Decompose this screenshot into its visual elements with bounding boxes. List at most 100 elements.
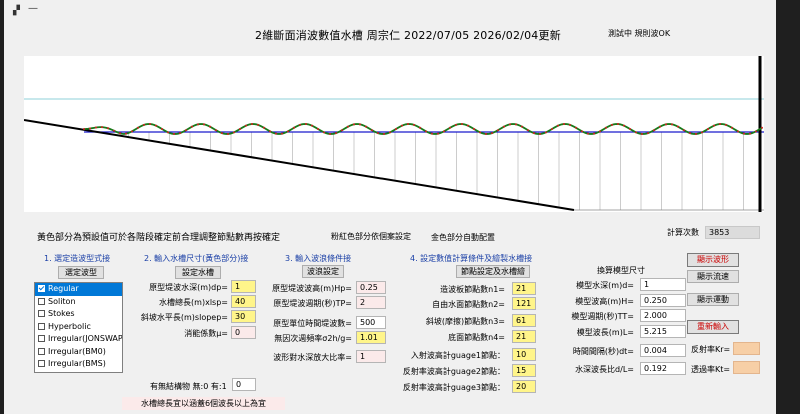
wave-node-marker (515, 123, 517, 126)
checkbox-icon[interactable] (38, 360, 45, 367)
wave-node-marker (725, 123, 727, 126)
node-settings-button[interactable]: 節點設定及水槽繪 (456, 265, 530, 278)
wave-node-marker (413, 123, 415, 126)
select-wave-type-button[interactable]: 選定波型 (58, 266, 104, 279)
slope-nodes-field[interactable]: 61 (512, 314, 536, 327)
checkbox-icon[interactable] (38, 347, 45, 355)
wave-type-option[interactable]: Irregular(JONSWAP) (35, 333, 122, 346)
slope-line (24, 119, 575, 211)
time-step-field[interactable]: 0.004 (640, 344, 686, 357)
wave-type-option-label: Irregular(BMS) (48, 359, 106, 368)
free-surface-nodes-field[interactable]: 121 (512, 297, 536, 310)
wave-node-marker (305, 123, 307, 126)
wave-settings-button[interactable]: 波浪設定 (302, 265, 344, 278)
model-depth-field[interactable]: 1 (640, 278, 686, 291)
wave-node-marker (647, 132, 649, 135)
wave-type-option[interactable]: Stokes (35, 308, 122, 321)
wave-height-field[interactable]: 0.25 (356, 281, 386, 294)
gauge1-node-field[interactable]: 10 (512, 348, 536, 361)
wave-node-marker (185, 129, 187, 132)
wave-type-option-label: Regular (48, 284, 79, 293)
amplification-ratio-label: 波形對水深放大比率= (273, 353, 352, 362)
wave-node-marker (539, 132, 541, 135)
wave-node-marker (245, 124, 247, 127)
model-height-field[interactable]: 0.250 (640, 294, 686, 307)
waves-per-unit-time-field[interactable]: 500 (356, 316, 386, 329)
show-wave-button[interactable]: 顯示波形 (687, 253, 739, 267)
depth-wavelength-ratio-field[interactable]: 0.192 (640, 362, 686, 375)
free-surface-nodes-label: 自由水面節點數n2= (432, 300, 505, 309)
wave-node-marker (275, 132, 277, 135)
wave-node-marker (371, 129, 373, 132)
wave-node-marker (653, 129, 655, 132)
wave-node-marker (149, 123, 151, 126)
wave-period-field[interactable]: 2 (356, 296, 386, 309)
wave-node-marker (311, 124, 313, 127)
wave-node-marker (749, 132, 751, 135)
wave-type-option[interactable]: Regular (35, 283, 122, 296)
checkbox-icon[interactable] (38, 297, 45, 305)
wave-type-option[interactable]: Irregular(BMS) (35, 358, 122, 371)
wave-node-marker (347, 125, 349, 128)
wave-height-label: 原型堤波波高(m)Hp= (272, 284, 352, 293)
wave-node-marker (557, 124, 559, 127)
wave-type-option[interactable]: Irregular(BM0) (35, 346, 122, 359)
wave-node-marker (437, 132, 439, 135)
wave-type-list[interactable]: Regular Soliton Stokes Hyperbolic Irregular(… (34, 282, 123, 373)
show-motion-button[interactable]: 顯示運動 (687, 293, 739, 306)
wave-type-option[interactable]: Soliton (35, 296, 122, 309)
model-wavelength-field[interactable]: 5.215 (640, 325, 686, 338)
bottom-nodes-field[interactable]: 21 (512, 330, 536, 343)
wave-node-marker (263, 126, 265, 129)
checkbox-icon[interactable] (38, 322, 45, 330)
wave-node-marker (569, 123, 571, 126)
damping-coef-field[interactable]: 0 (231, 326, 256, 339)
wave-node-marker (623, 124, 625, 127)
wave-node-marker (353, 123, 355, 126)
wave-node-marker (527, 129, 529, 132)
wavemaker-nodes-field[interactable]: 21 (512, 282, 536, 295)
wave-node-marker (113, 129, 115, 132)
checkbox-checked-icon[interactable] (38, 285, 45, 292)
minimize-icon[interactable]: — (28, 3, 38, 14)
amplification-ratio-field[interactable]: 1 (356, 350, 386, 363)
wave-node-marker (257, 123, 259, 126)
wave-node-marker (503, 125, 505, 128)
slope-length-field[interactable]: 30 (231, 310, 256, 323)
wave-node-marker (155, 124, 157, 127)
gauge2-node-field[interactable]: 15 (512, 364, 536, 377)
restore-icon[interactable]: ▞ (13, 6, 20, 16)
structure-field[interactable]: 0 (232, 378, 256, 391)
model-period-field[interactable]: 2.000 (640, 309, 686, 322)
wave-node-marker (659, 125, 661, 128)
wave-node-marker (365, 125, 367, 128)
dimensionless-frequency-field[interactable]: 1.01 (356, 331, 386, 344)
checkbox-icon[interactable] (38, 310, 45, 317)
bottom-nodes-label: 底面節點數n4= (448, 333, 505, 342)
slope-nodes-label: 斜坡(摩擦)節點數n3= (425, 317, 505, 326)
checkbox-icon[interactable] (38, 335, 45, 342)
calc-count-label: 計算次數 (667, 228, 699, 237)
tank-length-field[interactable]: 40 (231, 295, 256, 308)
wave-node-marker (635, 131, 637, 134)
wave-node-marker (737, 130, 739, 133)
wave-node-marker (593, 132, 595, 135)
wave-type-option-label: Stokes (48, 309, 75, 318)
depth-wavelength-ratio-label: 水深波長比d/L= (575, 365, 634, 374)
set-tank-button[interactable]: 設定水槽 (175, 266, 221, 279)
wave-node-marker (701, 131, 703, 134)
wave-type-option[interactable]: Hyperbolic (35, 321, 122, 334)
show-flow-button[interactable]: 顯示流速 (687, 270, 739, 283)
wave-node-marker (407, 123, 409, 126)
wave-node-marker (533, 132, 535, 135)
gauge3-node-field[interactable]: 20 (512, 380, 536, 393)
wave-node-marker (239, 128, 241, 130)
wave-node-marker (137, 126, 139, 129)
window-left-edge (0, 0, 4, 414)
water-depth-field[interactable]: 1 (231, 280, 256, 293)
reinput-button[interactable]: 重新輸入 (687, 320, 739, 334)
wave-node-marker (677, 125, 679, 128)
wave-node-marker (605, 126, 607, 129)
step1-heading: 1. 選定造波型式接 (44, 254, 111, 263)
wave-node-marker (179, 132, 181, 135)
